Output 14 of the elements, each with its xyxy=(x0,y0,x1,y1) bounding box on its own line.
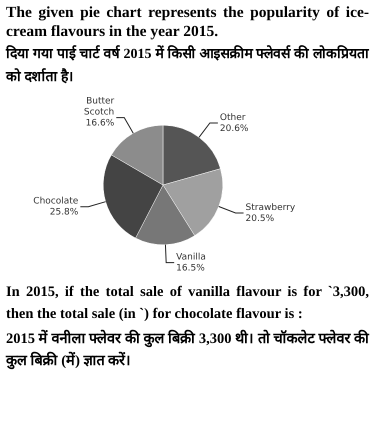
chart-title: The given pie chart represents the popularity of ice-cream flavours in the year 2015. xyxy=(6,3,369,41)
data-label: 16.5% xyxy=(176,264,206,274)
slice-label: Chocolate xyxy=(33,196,79,207)
slice-label: Butter Scotch xyxy=(84,96,115,118)
text: In 2015, if the total sale of vanilla flavour is for `3,300, then the total sale (in `) for chocolate flavour is : xyxy=(6,283,369,324)
slice-label: Strawberry xyxy=(246,202,296,213)
data-label: 25.8% xyxy=(50,208,79,218)
text: 2015 में वनीला फ्लेवर की कुल बिक्री 3,300 थी। तो चॉकलेट फ्लेवर की कुल बिक्री (में) ज्ञात करें। xyxy=(6,328,369,372)
slice-label: Vanilla xyxy=(176,252,206,263)
slice-label: Other xyxy=(220,112,246,123)
chart-subtitle: दिया गया पाई चार्ट वर्ष 2015 में किसी आइसक्रीम फ्लेवर्स की लोकप्रियता को दर्शाता है। xyxy=(6,44,369,87)
data-label: 20.5% xyxy=(246,214,275,224)
data-label: 20.6% xyxy=(220,124,249,134)
data-label: 16.6% xyxy=(86,118,115,128)
